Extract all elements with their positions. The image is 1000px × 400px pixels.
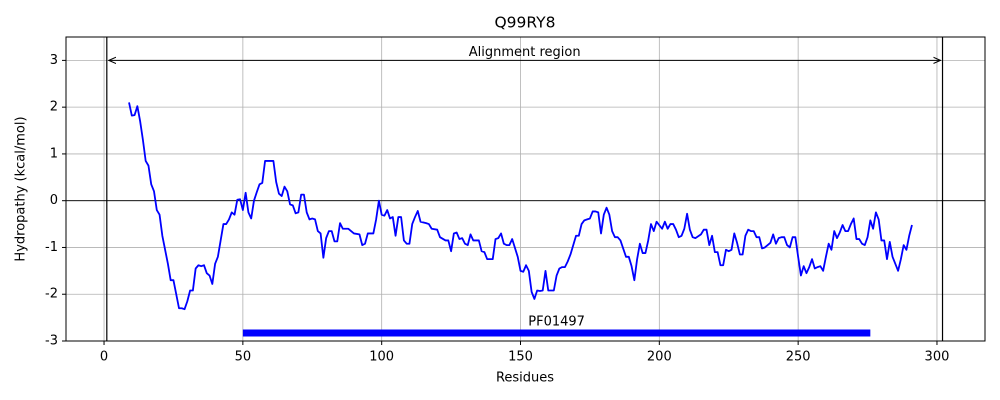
y-tick-label: 2 xyxy=(50,100,58,115)
y-tick-label: -3 xyxy=(45,334,58,349)
y-tick-label: 0 xyxy=(50,193,58,208)
y-tick-label: -2 xyxy=(45,287,58,302)
x-axis-label: Residues xyxy=(496,371,554,386)
x-tick-label: 100 xyxy=(369,350,394,365)
y-tick-label: 3 xyxy=(50,53,58,68)
chart-title: Q99RY8 xyxy=(494,14,555,32)
domain-label: PF01497 xyxy=(528,315,585,330)
region-label: Alignment region xyxy=(469,45,581,60)
x-tick-label: 50 xyxy=(235,350,252,365)
x-tick-label: 300 xyxy=(925,350,950,365)
y-tick-label: -1 xyxy=(45,240,58,255)
plot-frame xyxy=(65,36,986,342)
x-tick-label: 0 xyxy=(100,350,108,365)
x-tick-label: 150 xyxy=(508,350,533,365)
y-axis-label: Hydropathy (kcal/mol) xyxy=(14,116,29,261)
x-tick-label: 200 xyxy=(647,350,672,365)
x-tick-label: 250 xyxy=(786,350,811,365)
data-line xyxy=(128,102,913,311)
y-tick-label: 1 xyxy=(50,146,58,161)
